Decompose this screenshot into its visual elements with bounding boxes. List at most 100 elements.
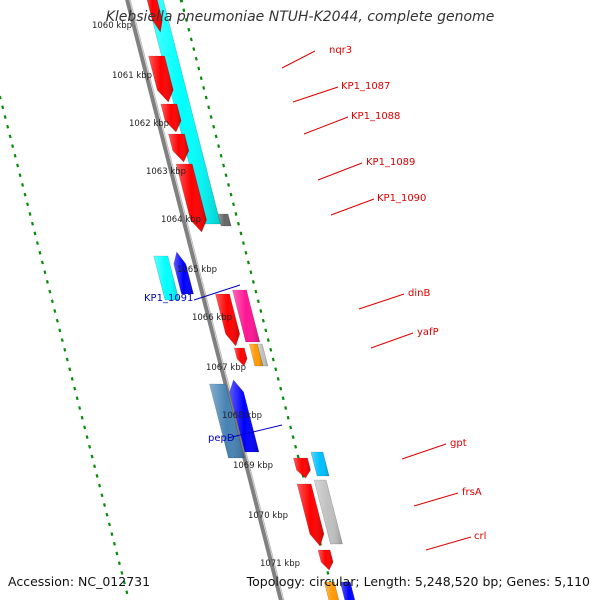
- minor-tick: [78, 406, 82, 410]
- minor-tick: [98, 483, 102, 488]
- minor-tick: [48, 289, 52, 294]
- leader-line: [358, 293, 405, 310]
- gene-label: yafP: [417, 327, 439, 338]
- gene-frsa-arrow: [296, 483, 325, 547]
- inner-tick-track: [0, 95, 129, 595]
- minor-tick: [244, 250, 248, 255]
- minor-tick: [85, 435, 89, 439]
- minor-tick: [55, 318, 59, 323]
- minor-tick: [254, 289, 258, 294]
- minor-tick: [11, 144, 15, 148]
- minor-tick: [239, 231, 243, 236]
- gene-label: nqr3: [329, 45, 352, 56]
- minor-tick: [229, 192, 233, 197]
- minor-tick: [117, 561, 121, 566]
- gene-kp1-1087-arrow-shade: [148, 56, 174, 102]
- minor-tick: [212, 124, 216, 129]
- kbp-label: 1069 kbp: [233, 461, 273, 471]
- leader-line: [413, 492, 459, 507]
- kbp-label: 1063 kbp: [146, 167, 186, 177]
- minor-tick: [241, 241, 245, 245]
- minor-tick: [0, 95, 2, 100]
- gene-label: pepD: [208, 433, 235, 444]
- gene-kp1-1091-arrow-shade: [173, 252, 194, 294]
- leader-line: [227, 424, 283, 439]
- kbp-label: 1062 kbp: [129, 119, 169, 129]
- minor-tick: [88, 444, 92, 449]
- kbp-label: 1061 kbp: [112, 71, 152, 81]
- minor-tick: [43, 270, 47, 275]
- minor-tick: [16, 163, 20, 168]
- minor-tick: [194, 56, 198, 61]
- minor-tick: [73, 386, 77, 391]
- minor-tick: [269, 347, 273, 352]
- minor-tick: [281, 396, 285, 401]
- minor-tick: [246, 260, 250, 265]
- minor-tick: [23, 192, 27, 197]
- gene-nqr3-arrow-shade: [147, 0, 163, 32]
- minor-tick: [90, 454, 94, 459]
- minor-tick: [3, 115, 7, 119]
- kbp-label: 1067 kbp: [206, 363, 246, 373]
- minor-tick: [21, 183, 25, 187]
- minor-tick: [199, 76, 203, 81]
- minor-tick: [192, 47, 196, 51]
- minor-tick: [63, 347, 67, 352]
- minor-tick: [75, 396, 79, 401]
- major-tick: [179, 0, 184, 3]
- map-title: Klebsiella pneumoniae NTUH-K2044, comple…: [105, 9, 495, 25]
- gene-kp1-1089-arrow: [168, 133, 190, 163]
- minor-tick: [261, 318, 265, 323]
- minor-tick: [279, 386, 283, 391]
- minor-tick: [95, 474, 99, 478]
- gene-gpt-arrow-shade: [293, 458, 311, 478]
- gene-yafp-gray-shade: [257, 344, 268, 366]
- gene-pepd-box-shade: [209, 384, 245, 458]
- gene-pepd-box: [209, 383, 245, 459]
- leader-line: [370, 332, 414, 349]
- gene-bottom-orange-shade: [324, 582, 339, 600]
- kbp-label: 1068 kbp: [222, 411, 262, 421]
- minor-tick: [6, 124, 10, 129]
- minor-tick: [58, 328, 62, 333]
- gene-label: KP1_1090: [377, 193, 426, 204]
- minor-tick: [326, 571, 330, 575]
- topology-info: Topology: circular; Length: 5,248,520 bp…: [246, 574, 590, 589]
- kbp-label: 1066 kbp: [192, 313, 232, 323]
- gene-kp1-1090-arrow: [175, 163, 207, 233]
- minor-tick: [93, 464, 97, 469]
- gene-dinb-arrow-shade: [215, 294, 240, 346]
- minor-tick: [50, 299, 54, 304]
- minor-tick: [264, 328, 268, 333]
- gene-bottom-orange: [323, 581, 340, 600]
- minor-tick: [207, 105, 211, 110]
- minor-tick: [197, 66, 201, 71]
- minor-tick: [38, 250, 42, 255]
- gene-bottom-blue-shade: [340, 582, 355, 600]
- backbone-line: [125, 0, 283, 600]
- minor-tick: [105, 512, 109, 517]
- gene-features: [146, 0, 356, 600]
- minor-tick: [271, 357, 275, 362]
- gene-crl-arrow-shade: [318, 550, 334, 570]
- leader-line: [425, 536, 472, 551]
- gene-label: KP1_1089: [366, 157, 415, 168]
- minor-tick: [40, 260, 44, 265]
- minor-tick: [8, 134, 12, 139]
- kbp-label: 1064 kbp: [161, 215, 201, 225]
- minor-tick: [219, 153, 223, 158]
- minor-tick: [202, 86, 206, 90]
- gene-yafp-gray: [256, 343, 269, 367]
- leader-line: [401, 443, 447, 460]
- gene-labels: nqr3 KP1_1087 KP1_1088 KP1_1089 KP1_1090 KP1_…: [144, 45, 486, 542]
- minor-tick: [214, 134, 218, 139]
- gene-kp1-1091-arrow: [173, 251, 194, 295]
- gene-kp1-1088-arrow-shade: [160, 104, 182, 132]
- gene-bottom-blue: [339, 581, 356, 600]
- gene-pepd-arrow: [229, 379, 260, 453]
- minor-tick: [53, 309, 57, 313]
- minor-tick: [107, 522, 111, 527]
- minor-tick: [251, 280, 255, 284]
- minor-tick: [217, 144, 221, 148]
